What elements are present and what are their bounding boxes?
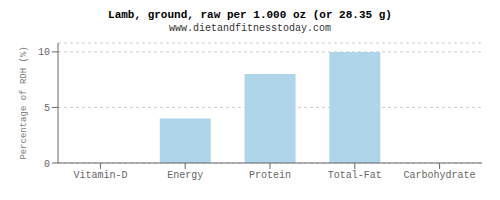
svg-text:Vitamin-D: Vitamin-D: [73, 170, 127, 181]
svg-text:0: 0: [44, 159, 50, 170]
svg-text:Percentage of RDH (%): Percentage of RDH (%): [19, 46, 29, 159]
svg-text:Energy: Energy: [167, 170, 203, 181]
svg-text:Total-Fat: Total-Fat: [328, 170, 382, 181]
svg-text:Carbohydrate: Carbohydrate: [404, 170, 476, 181]
html-text:Lamb, ground, raw per 1.000 oz: Lamb, ground, raw per 1.000 oz (or 28.35…: [108, 9, 392, 21]
html-text:www.dietandfitnesstoday.com: www.dietandfitnesstoday.com: [169, 23, 331, 34]
svg-text:5: 5: [44, 103, 50, 114]
svg-text:10: 10: [38, 47, 50, 58]
svg-text:Protein: Protein: [249, 170, 291, 181]
